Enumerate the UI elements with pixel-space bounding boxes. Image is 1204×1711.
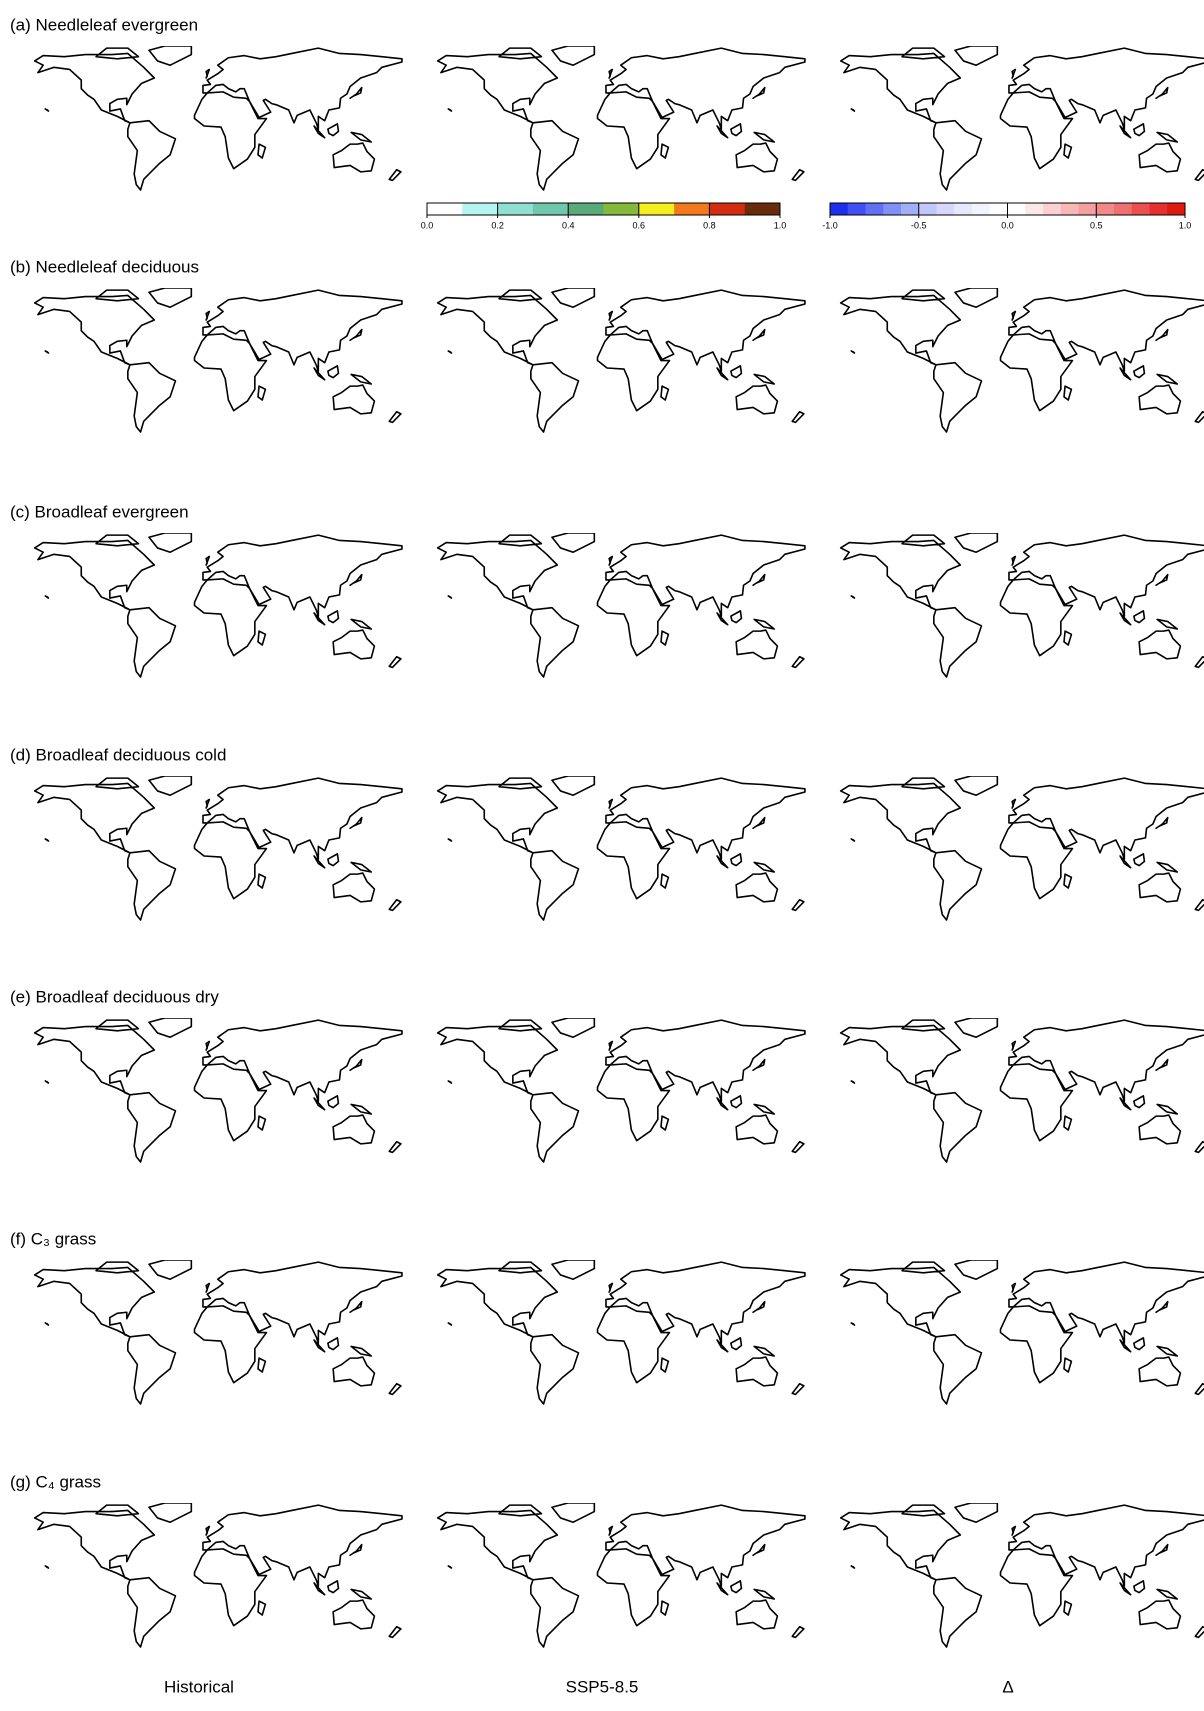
colorbar-tick-label: 0.6 <box>633 220 646 230</box>
colorbar-tick-label: 0.4 <box>562 220 575 230</box>
colorbar-bin <box>1114 203 1133 215</box>
colorbar-bin <box>497 203 534 215</box>
world-map <box>33 1503 403 1648</box>
colorbar-bin <box>830 203 849 215</box>
colorbar-tick-label: 0.0 <box>421 220 434 230</box>
world-map <box>33 533 403 678</box>
colorbar-bin <box>1007 203 1026 215</box>
colorbar-bin <box>901 203 920 215</box>
world-map <box>33 1260 403 1405</box>
colorbar-bin <box>1078 203 1097 215</box>
colorbar-bin <box>936 203 955 215</box>
colorbar-bin <box>989 203 1008 215</box>
colorbar-bin <box>638 203 675 215</box>
world-map <box>436 1018 806 1163</box>
colorbar-tick-label: 1.0 <box>774 220 787 230</box>
colorbar-bin <box>1025 203 1044 215</box>
colorbar-bin <box>427 203 463 215</box>
colorbar-bin <box>568 203 604 215</box>
world-map <box>436 533 806 678</box>
colorbar-tick-label: 0.0 <box>1001 220 1014 230</box>
colorbar-bin <box>532 203 569 215</box>
colorbar-bin <box>847 203 866 215</box>
world-map <box>839 1018 1204 1163</box>
row-title: (f) C₃ grass <box>10 1229 96 1248</box>
colorbar-bin <box>1167 203 1186 215</box>
column-label: Historical <box>164 1677 234 1696</box>
colorbar-bin <box>883 203 902 215</box>
colorbar-bin <box>1096 203 1115 215</box>
colorbar-bin <box>954 203 973 215</box>
colorbar-bin <box>674 203 710 215</box>
world-map <box>839 533 1204 678</box>
world-map <box>436 1260 806 1405</box>
row-title: (e) Broadleaf deciduous dry <box>10 987 219 1006</box>
colorbar-tick-label: -0.5 <box>911 220 927 230</box>
world-map <box>33 776 403 921</box>
world-map <box>33 288 403 433</box>
colorbar-bin <box>462 203 498 215</box>
colorbar-tick-label: 0.2 <box>491 220 504 230</box>
world-map <box>33 46 403 191</box>
world-map <box>436 46 806 191</box>
world-map <box>436 776 806 921</box>
row-title: (b) Needleleaf deciduous <box>10 257 199 276</box>
colorbar-bin <box>1149 203 1168 215</box>
world-map <box>33 1018 403 1163</box>
colorbar-tick-label: 0.5 <box>1090 220 1103 230</box>
colorbar-bin <box>1043 203 1062 215</box>
world-map <box>839 288 1204 433</box>
colorbar-bin <box>603 203 640 215</box>
row-title: (d) Broadleaf deciduous cold <box>10 745 226 764</box>
colorbar-tick-label: 1.0 <box>1179 220 1192 230</box>
colorbar-bin <box>1060 203 1079 215</box>
world-map <box>839 1260 1204 1405</box>
colorbar-bin <box>1131 203 1150 215</box>
colorbar-tick-label: 0.8 <box>703 220 716 230</box>
row-title: (c) Broadleaf evergreen <box>10 502 189 521</box>
world-map <box>436 288 806 433</box>
world-map <box>839 776 1204 921</box>
row-title: (g) C₄ grass <box>10 1472 101 1491</box>
colorbar-bin <box>865 203 884 215</box>
colorbar-bin <box>744 203 781 215</box>
colorbar-bin <box>972 203 991 215</box>
world-map <box>436 1503 806 1648</box>
colorbar-bin <box>709 203 745 215</box>
row-title: (a) Needleleaf evergreen <box>10 15 198 34</box>
world-map <box>839 1503 1204 1648</box>
column-label: SSP5-8.5 <box>566 1677 639 1696</box>
colorbar-bin <box>918 203 937 215</box>
column-label: Δ <box>1002 1677 1013 1696</box>
colorbar-tick-label: -1.0 <box>822 220 838 230</box>
world-map <box>839 46 1204 191</box>
